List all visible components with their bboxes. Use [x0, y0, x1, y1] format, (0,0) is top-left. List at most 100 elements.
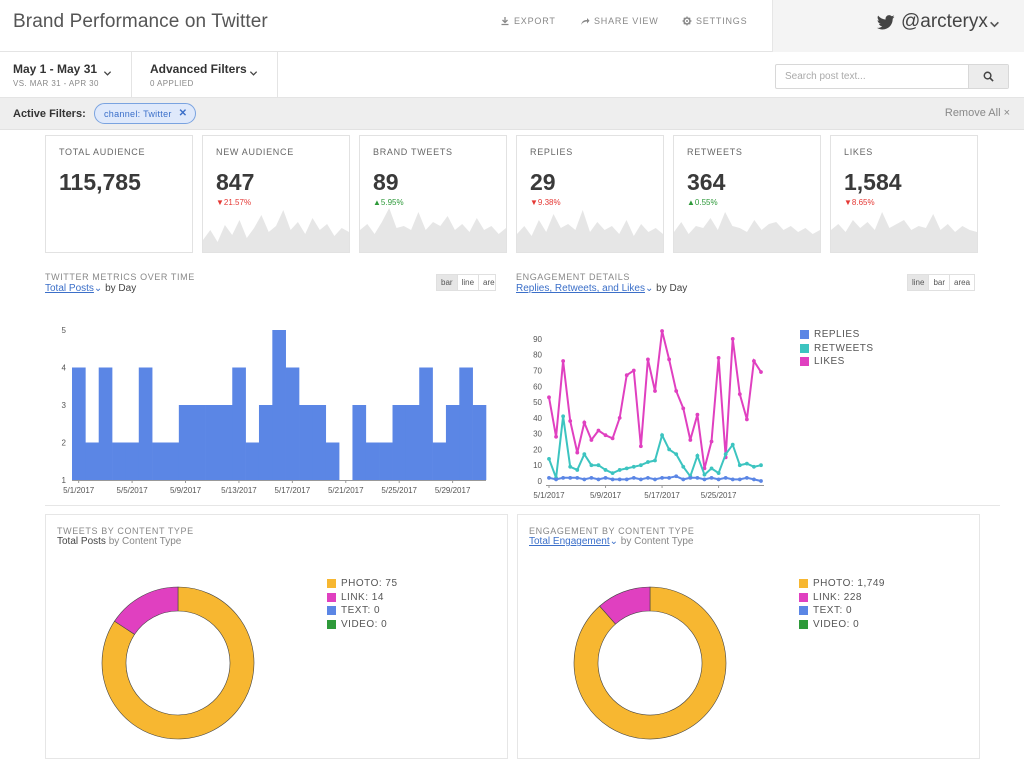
data-point-likes[interactable]: [568, 419, 573, 423]
chevron-down-icon[interactable]: ⌄: [644, 283, 654, 294]
donut-slice-photo[interactable]: [573, 586, 727, 740]
bar[interactable]: [352, 405, 367, 480]
bar[interactable]: [218, 405, 233, 480]
data-point-likes[interactable]: [709, 439, 714, 444]
data-point-likes[interactable]: [730, 336, 735, 341]
data-point-likes[interactable]: [653, 389, 657, 393]
data-point-likes[interactable]: [610, 436, 615, 441]
export-button[interactable]: EXPORT: [500, 16, 556, 26]
bar[interactable]: [445, 405, 460, 480]
data-point-retweets[interactable]: [759, 463, 763, 468]
data-point-replies[interactable]: [744, 475, 749, 480]
data-point-likes[interactable]: [589, 438, 594, 442]
toggle-area[interactable]: area: [950, 275, 975, 290]
data-point-likes[interactable]: [617, 415, 622, 420]
bar[interactable]: [85, 442, 100, 481]
data-point-likes[interactable]: [716, 355, 721, 360]
data-point-replies[interactable]: [723, 475, 728, 480]
data-point-retweets[interactable]: [695, 453, 700, 458]
share-view-button[interactable]: SHARE VIEW: [580, 16, 659, 26]
data-point-likes[interactable]: [667, 357, 672, 362]
data-point-retweets[interactable]: [596, 463, 601, 468]
data-point-likes[interactable]: [752, 359, 756, 363]
data-point-retweets[interactable]: [653, 458, 657, 463]
data-point-likes[interactable]: [554, 434, 558, 439]
data-point-retweets[interactable]: [723, 452, 728, 457]
data-point-replies[interactable]: [688, 475, 693, 480]
data-point-replies[interactable]: [759, 479, 763, 483]
donut-slice-link[interactable]: [599, 586, 651, 625]
data-point-replies[interactable]: [610, 477, 615, 482]
advanced-filters-dropdown[interactable]: Advanced Filters 0 APPLIED: [132, 52, 278, 98]
data-point-retweets[interactable]: [603, 468, 608, 472]
data-point-replies[interactable]: [667, 475, 672, 480]
data-point-likes[interactable]: [759, 370, 763, 374]
data-point-retweets[interactable]: [617, 468, 622, 472]
bar[interactable]: [258, 405, 273, 480]
data-point-retweets[interactable]: [631, 464, 636, 469]
data-point-replies[interactable]: [660, 475, 664, 480]
toggle-bar[interactable]: bar: [437, 275, 458, 290]
data-point-retweets[interactable]: [744, 461, 749, 466]
donut-slice-link[interactable]: [114, 586, 179, 635]
data-point-likes[interactable]: [660, 329, 664, 333]
data-point-likes[interactable]: [547, 395, 551, 400]
bar[interactable]: [112, 442, 126, 481]
account-switcher[interactable]: @arcteryx: [772, 0, 1024, 52]
data-point-retweets[interactable]: [561, 414, 566, 419]
data-point-retweets[interactable]: [730, 442, 735, 447]
data-point-replies[interactable]: [617, 477, 622, 482]
bar[interactable]: [299, 405, 313, 480]
bar[interactable]: [325, 442, 340, 481]
filter-chip-channel[interactable]: channel: Twitter ✕: [94, 103, 197, 124]
bar[interactable]: [178, 405, 193, 480]
data-point-replies[interactable]: [547, 475, 551, 480]
bar[interactable]: [165, 442, 180, 481]
data-point-retweets[interactable]: [737, 463, 742, 468]
data-point-retweets[interactable]: [575, 468, 580, 472]
chevron-down-icon[interactable]: ⌄: [609, 536, 619, 547]
data-point-likes[interactable]: [631, 368, 636, 373]
donut-slice-photo[interactable]: [101, 586, 255, 740]
data-point-retweets[interactable]: [638, 463, 643, 468]
metric-selector-link[interactable]: Total Engagement: [529, 536, 610, 547]
data-point-likes[interactable]: [674, 389, 679, 393]
data-point-replies[interactable]: [695, 475, 700, 480]
chevron-down-icon[interactable]: ⌄: [93, 283, 103, 294]
data-point-retweets[interactable]: [709, 466, 714, 471]
metric-card-likes[interactable]: LIKES 1,584 ▼8.65%: [830, 135, 978, 253]
data-point-replies[interactable]: [603, 475, 608, 480]
data-point-replies[interactable]: [737, 477, 742, 482]
date-range-picker[interactable]: May 1 - May 31 VS. MAR 31 - APR 30: [0, 52, 132, 98]
bar[interactable]: [432, 442, 447, 481]
data-point-replies[interactable]: [561, 475, 566, 480]
data-point-replies[interactable]: [624, 477, 629, 482]
data-point-retweets[interactable]: [624, 466, 629, 471]
remove-all-filters-link[interactable]: Remove All ×: [944, 107, 1010, 119]
data-point-retweets[interactable]: [752, 464, 756, 469]
bar[interactable]: [365, 442, 380, 481]
data-point-replies[interactable]: [681, 477, 686, 482]
data-point-likes[interactable]: [561, 359, 566, 363]
data-point-replies[interactable]: [730, 477, 735, 482]
data-point-likes[interactable]: [688, 438, 693, 442]
metric-selector-link[interactable]: Replies, Retweets, and Likes: [516, 283, 645, 294]
toggle-line[interactable]: line: [457, 275, 480, 290]
data-point-retweets[interactable]: [681, 464, 686, 469]
bar[interactable]: [312, 405, 327, 480]
data-point-retweets[interactable]: [646, 460, 650, 464]
bar[interactable]: [125, 442, 140, 481]
data-point-replies[interactable]: [568, 475, 573, 480]
bar[interactable]: [152, 442, 166, 481]
data-point-likes[interactable]: [737, 392, 742, 397]
bar[interactable]: [98, 367, 113, 481]
bar[interactable]: [459, 367, 473, 481]
data-point-likes[interactable]: [603, 433, 608, 438]
bar[interactable]: [392, 405, 407, 480]
bar[interactable]: [405, 405, 420, 480]
search-button[interactable]: [968, 65, 1008, 88]
metric-card-new-audience[interactable]: NEW AUDIENCE 847 ▼21.57%: [202, 135, 350, 253]
data-point-likes[interactable]: [638, 444, 643, 449]
data-point-likes[interactable]: [681, 406, 686, 411]
bar[interactable]: [192, 405, 206, 480]
